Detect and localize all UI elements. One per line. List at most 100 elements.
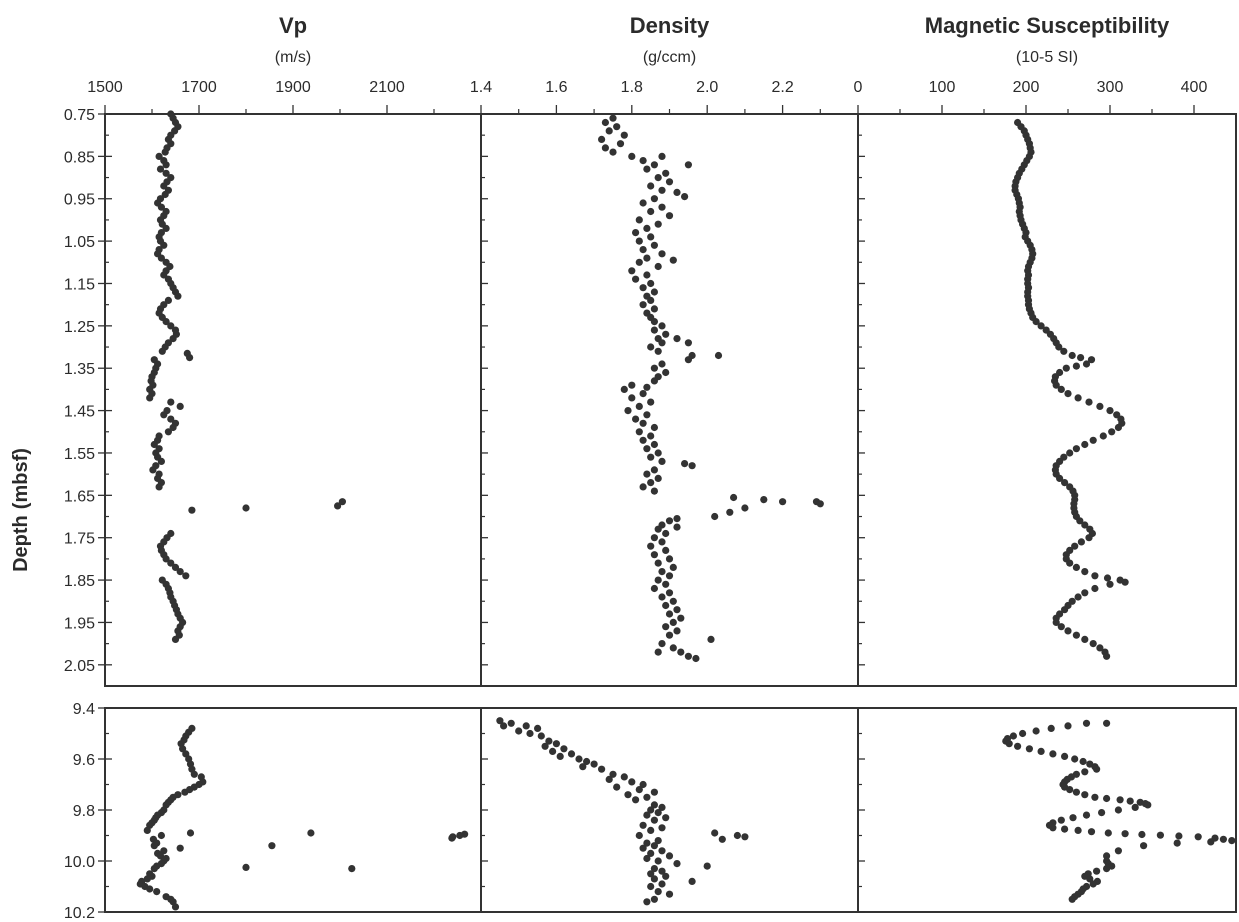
- data-point: [654, 449, 662, 457]
- data-point: [1121, 830, 1129, 838]
- data-point: [643, 793, 651, 801]
- data-point: [741, 833, 749, 841]
- data-point: [1064, 722, 1072, 730]
- data-point: [575, 755, 583, 763]
- data-point: [673, 523, 681, 531]
- data-point: [169, 335, 177, 343]
- data-point: [632, 415, 640, 423]
- data-point: [1098, 809, 1106, 817]
- x-axis-unit-label: (g/ccm): [643, 49, 696, 66]
- data-point: [1071, 755, 1079, 763]
- data-point: [598, 135, 606, 143]
- chart-title: Density: [630, 13, 710, 38]
- data-point: [639, 844, 647, 852]
- data-point: [654, 648, 662, 656]
- data-point: [1106, 407, 1114, 415]
- data-point: [162, 224, 170, 232]
- data-point: [647, 207, 655, 216]
- data-point: [654, 174, 662, 182]
- data-point: [1126, 797, 1134, 805]
- data-point: [643, 383, 651, 391]
- data-point: [164, 428, 172, 436]
- data-point: [1081, 791, 1089, 799]
- data-point: [650, 487, 659, 495]
- data-point: [1096, 644, 1104, 652]
- data-point: [1114, 806, 1122, 814]
- data-point: [665, 610, 674, 618]
- data-point: [601, 144, 610, 152]
- data-point: [665, 572, 674, 580]
- data-point: [1074, 593, 1082, 601]
- data-point: [658, 880, 666, 888]
- data-point: [654, 809, 662, 817]
- data-point: [167, 559, 175, 567]
- data-point: [160, 847, 168, 855]
- data-point: [714, 351, 723, 360]
- data-point: [176, 844, 184, 852]
- data-point: [1066, 449, 1074, 457]
- data-point: [635, 428, 643, 436]
- y-tick-label: 0.75: [64, 107, 95, 124]
- x-tick-label: 1700: [181, 79, 217, 96]
- data-point: [658, 360, 666, 368]
- data-point: [673, 515, 681, 523]
- data-point: [1085, 534, 1093, 542]
- data-point: [665, 631, 674, 639]
- data-point: [643, 411, 651, 419]
- data-point: [1077, 354, 1085, 362]
- data-point: [658, 457, 666, 465]
- y-axis-label-bold: Depth: [10, 515, 32, 572]
- data-point: [658, 640, 666, 648]
- x-axis-unit-label: (10-5 SI): [1016, 49, 1078, 66]
- data-point: [658, 593, 666, 601]
- data-point: [334, 502, 342, 510]
- y-tick-label: 10.2: [64, 905, 95, 922]
- data-point: [534, 724, 542, 733]
- data-point: [662, 546, 670, 555]
- data-point: [662, 623, 670, 631]
- y-tick-label: 9.6: [73, 752, 95, 769]
- data-point: [186, 354, 194, 362]
- data-point: [1228, 837, 1236, 845]
- data-point: [658, 867, 666, 875]
- data-point: [635, 258, 643, 266]
- data-point: [176, 568, 184, 576]
- data-point: [760, 496, 768, 504]
- data-point: [639, 483, 647, 491]
- data-point: [162, 555, 170, 563]
- data-point: [146, 885, 154, 893]
- data-point: [635, 831, 643, 840]
- data-point: [741, 504, 749, 512]
- data-point: [669, 618, 677, 627]
- data-points: [598, 114, 824, 663]
- data-point: [654, 888, 662, 896]
- data-point: [171, 903, 180, 911]
- data-point: [673, 335, 681, 343]
- data-point: [162, 318, 170, 326]
- data-point: [647, 279, 655, 288]
- data-point: [160, 182, 168, 190]
- data-point: [654, 525, 662, 533]
- y-tick-label: 1.25: [64, 319, 95, 336]
- data-point: [307, 829, 315, 837]
- x-tick-label: 2.0: [696, 79, 718, 96]
- data-point: [1081, 521, 1089, 529]
- data-point: [1061, 825, 1069, 833]
- data-point: [1052, 381, 1060, 389]
- data-point: [143, 826, 151, 835]
- data-point: [650, 584, 659, 593]
- data-point: [158, 347, 166, 355]
- data-point: [601, 118, 610, 127]
- data-point: [549, 747, 557, 756]
- data-point: [643, 839, 651, 847]
- data-point: [1057, 385, 1065, 393]
- data-point: [155, 152, 163, 160]
- chart-column-1: Vp (m/s) 1500 1700 1900 2100 0.75 0.85 0.95 1.05 1…: [64, 13, 482, 922]
- data-point: [1037, 747, 1045, 756]
- chart-column-2: Density (g/ccm) 1.4 1.6 1.8 2.0 2.2: [470, 13, 859, 913]
- data-point: [643, 898, 651, 906]
- data-point: [1032, 318, 1040, 326]
- data-point: [1087, 828, 1096, 836]
- data-point: [552, 740, 561, 748]
- data-point: [1069, 814, 1077, 822]
